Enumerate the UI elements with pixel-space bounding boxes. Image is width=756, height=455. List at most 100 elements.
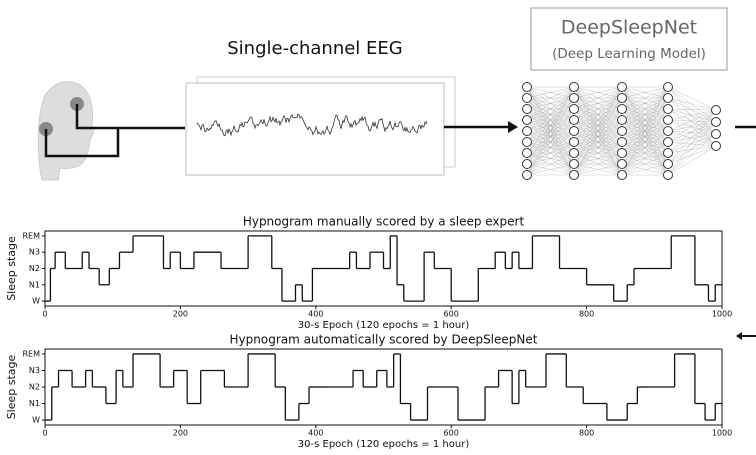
nn-node xyxy=(569,82,579,92)
nn-edge xyxy=(667,141,717,147)
nn-node xyxy=(569,93,579,103)
nn-edge xyxy=(573,86,623,143)
nn-edge xyxy=(667,86,717,147)
nn-node xyxy=(522,82,532,92)
arrowhead xyxy=(736,332,742,340)
nn-node xyxy=(663,170,673,180)
y-tick-label: N1 xyxy=(29,280,40,289)
nn-edge xyxy=(573,86,623,154)
nn-edge xyxy=(667,121,717,132)
x-tick-label: 400 xyxy=(308,310,323,319)
electrode-wire xyxy=(44,104,185,158)
nn-edge xyxy=(667,97,717,147)
x-tick-label: 800 xyxy=(579,310,594,319)
nn-edge xyxy=(526,141,575,176)
nn-edge xyxy=(621,86,669,99)
nn-node xyxy=(569,159,579,169)
nn-edge xyxy=(667,97,717,123)
nn-edge xyxy=(621,163,669,176)
nn-edge xyxy=(667,133,717,176)
nn-node xyxy=(522,126,532,136)
nn-node xyxy=(663,148,673,158)
nn-node xyxy=(569,115,579,125)
nn-node xyxy=(569,126,579,136)
nn-edge xyxy=(667,119,717,135)
nn-edge xyxy=(573,163,623,176)
y-tick-label: N3 xyxy=(29,248,40,257)
nn-edge xyxy=(667,130,717,135)
x-tick-label: 400 xyxy=(308,429,323,438)
nn-edge xyxy=(621,86,669,154)
nn-edge xyxy=(667,121,717,176)
nn-node xyxy=(617,159,627,169)
nn-edge xyxy=(667,133,717,143)
nn-node xyxy=(617,115,627,125)
nn-edge xyxy=(667,86,717,111)
nn-edge xyxy=(526,130,575,176)
x-tick-label: 0 xyxy=(42,429,47,438)
nn-node xyxy=(617,148,627,158)
x-axis-label: 30-s Epoch (120 epochs = 1 hour) xyxy=(298,439,470,450)
nn-edge xyxy=(667,133,717,165)
nn-node xyxy=(663,93,673,103)
model-subtitle: (Deep Learning Model) xyxy=(552,46,706,62)
nn-edge xyxy=(667,108,717,135)
nn-node xyxy=(663,159,673,169)
y-tick-label: W xyxy=(32,416,40,425)
eeg-label: Single-channel EEG xyxy=(227,38,402,59)
nn-node xyxy=(617,104,627,114)
nn-edge xyxy=(667,145,717,165)
nn-edge xyxy=(526,86,575,143)
nn-node xyxy=(569,104,579,114)
x-tick-label: 200 xyxy=(173,310,188,319)
nn-node xyxy=(663,104,673,114)
x-tick-label: 600 xyxy=(444,429,459,438)
nn-edge xyxy=(573,108,623,176)
nn-edge xyxy=(667,133,717,154)
nn-edge xyxy=(621,108,669,176)
nn-node xyxy=(522,137,532,147)
nn-node xyxy=(711,117,721,127)
y-tick-label: W xyxy=(32,297,40,306)
nn-node xyxy=(617,82,627,92)
nn-edge xyxy=(573,130,623,176)
nn-node xyxy=(711,129,721,139)
arrowhead xyxy=(508,121,518,133)
nn-node xyxy=(522,115,532,125)
nn-node xyxy=(617,170,627,180)
nn-edge xyxy=(667,109,717,176)
nn-edge xyxy=(621,86,669,121)
nn-edge xyxy=(526,86,575,165)
nn-edge xyxy=(526,163,575,176)
nn-edge xyxy=(573,152,623,176)
nn-edge xyxy=(667,121,717,165)
y-tick-label: N3 xyxy=(29,366,40,375)
nn-edge xyxy=(526,86,575,121)
nn-edge xyxy=(667,108,717,111)
nn-edge xyxy=(667,97,717,111)
y-tick-label: N2 xyxy=(29,383,40,392)
nn-node xyxy=(569,170,579,180)
nn-edge xyxy=(526,119,575,176)
nn-edge xyxy=(621,86,669,165)
nn-edge xyxy=(667,86,717,135)
nn-edge xyxy=(573,86,623,110)
nn-edge xyxy=(573,86,623,165)
nn-edge xyxy=(667,86,717,123)
nn-edge xyxy=(621,86,669,176)
nn-edge xyxy=(667,121,717,143)
model-title: DeepSleepNet xyxy=(561,17,697,39)
y-tick-label: REM xyxy=(22,231,40,240)
nn-edge xyxy=(667,121,717,154)
nn-edge xyxy=(667,97,717,135)
nn-node xyxy=(522,104,532,114)
nn-edge xyxy=(667,145,717,154)
model-box xyxy=(530,7,728,71)
chart-title: Hypnogram manually scored by a sleep exp… xyxy=(243,215,525,229)
x-tick-label: 800 xyxy=(579,429,594,438)
eeg-signal xyxy=(196,113,428,137)
nn-edge xyxy=(621,86,669,110)
nn-edge xyxy=(526,97,575,176)
